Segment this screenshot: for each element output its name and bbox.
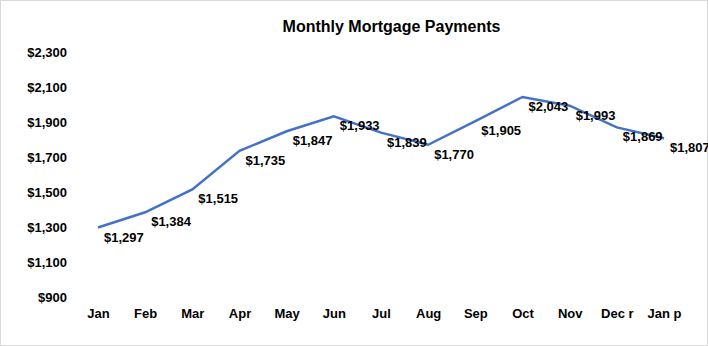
- data-label: $1,839: [387, 135, 427, 150]
- y-tick-label: $900: [38, 290, 67, 305]
- x-axis-line: [99, 297, 665, 298]
- x-tick-label: Feb: [134, 306, 157, 321]
- x-tick-label: Jun: [323, 306, 346, 321]
- x-tick: Feb: [134, 297, 157, 321]
- x-tick: Nov: [558, 297, 583, 321]
- y-tick-label: $2,300: [27, 45, 67, 60]
- y-tick: $1,100: [27, 255, 75, 270]
- y-tick-label: $1,500: [27, 185, 67, 200]
- x-tick: Jan: [87, 297, 109, 321]
- data-label: $1,847: [293, 133, 333, 148]
- x-tick-label: Nov: [558, 306, 583, 321]
- x-tick-label: Aug: [416, 306, 441, 321]
- y-tick: $1,900: [27, 115, 75, 130]
- plot-area: [98, 97, 664, 228]
- chart-border: [1, 1, 708, 346]
- data-label: $1,869: [623, 129, 663, 144]
- x-tick-label: Mar: [181, 306, 204, 321]
- y-tick: $2,100: [27, 80, 75, 95]
- y-tick: $1,700: [27, 150, 75, 165]
- y-tick: $1,500: [27, 185, 75, 200]
- x-tick-label: May: [275, 306, 301, 321]
- data-label: $1,515: [198, 191, 238, 206]
- x-axis: Jan Feb Mar Apr May Jun Jul Aug Sep Oct Nov Dec r Ja…: [87, 297, 681, 321]
- y-tick-label: $1,900: [27, 115, 67, 130]
- data-label: $1,905: [481, 123, 521, 138]
- y-tick: $900: [38, 290, 75, 305]
- x-tick: Dec r: [601, 297, 634, 321]
- data-label: $1,297: [104, 230, 144, 245]
- series-line: [98, 97, 664, 228]
- x-tick: Oct: [512, 297, 534, 321]
- x-tick-label: Jan p: [648, 306, 682, 321]
- y-tick-label: $1,100: [27, 255, 67, 270]
- x-tick-label: Jan: [87, 306, 109, 321]
- y-axis-line: [75, 53, 76, 298]
- data-label: $2,043: [529, 99, 569, 114]
- x-tick: Jul: [372, 297, 391, 321]
- x-tick-label: Oct: [512, 306, 534, 321]
- data-label: $1,933: [340, 118, 380, 133]
- chart: Monthly Mortgage Payments $900 $1,100 $1,30…: [0, 0, 708, 346]
- y-tick: $2,300: [27, 45, 75, 60]
- y-tick-label: $1,300: [27, 220, 67, 235]
- x-tick: Aug: [416, 297, 441, 321]
- data-label: $1,735: [246, 153, 286, 168]
- y-tick-label: $2,100: [27, 80, 67, 95]
- data-label: $1,807: [670, 140, 708, 155]
- data-label: $1,770: [434, 147, 474, 162]
- data-labels: $1,297 $1,384 $1,515 $1,735 $1,847 $1,933 $1,8…: [104, 99, 708, 245]
- x-tick-label: Jul: [372, 306, 391, 321]
- y-tick: $1,300: [27, 220, 75, 235]
- y-axis: $900 $1,100 $1,300 $1,500 $1,700 $1,900 $2,100…: [27, 45, 75, 305]
- data-label: $1,384: [151, 214, 192, 229]
- x-tick-label: Sep: [464, 306, 488, 321]
- x-tick: Jan p: [648, 297, 682, 321]
- x-tick: Apr: [229, 297, 251, 321]
- data-label: $1,993: [576, 108, 616, 123]
- x-tick: May: [275, 297, 301, 321]
- x-tick: Mar: [181, 297, 204, 321]
- x-tick: Sep: [464, 297, 488, 321]
- y-tick-label: $1,700: [27, 150, 67, 165]
- x-tick-label: Dec r: [601, 306, 634, 321]
- x-tick: Jun: [323, 297, 346, 321]
- x-tick-label: Apr: [229, 306, 251, 321]
- title: Monthly Mortgage Payments: [283, 18, 501, 35]
